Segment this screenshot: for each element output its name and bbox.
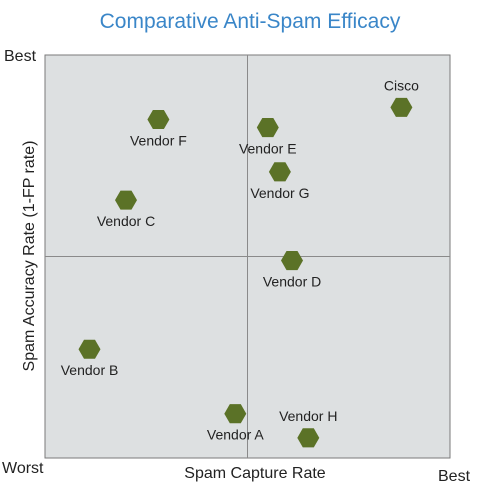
data-point-label: Vendor H bbox=[279, 408, 337, 424]
data-point-label: Vendor E bbox=[239, 141, 297, 157]
data-points: Cisco Vendor F Vendor E Vendor G Vendor C Ven… bbox=[61, 77, 419, 448]
data-point-marker bbox=[268, 162, 291, 182]
data-point-label: Vendor B bbox=[61, 362, 119, 378]
data-point-marker bbox=[224, 404, 247, 424]
y-axis-low-label: Worst bbox=[2, 460, 44, 477]
x-axis-high-label: Best bbox=[438, 468, 471, 485]
data-point-marker bbox=[281, 251, 303, 271]
y-axis-high-label: Best bbox=[4, 48, 37, 65]
data-point-marker bbox=[256, 118, 279, 138]
data-point-label: Vendor A bbox=[207, 427, 264, 443]
chart-title: Comparative Anti-Spam Efficacy bbox=[100, 10, 401, 33]
x-axis-label: Spam Capture Rate bbox=[184, 465, 326, 482]
y-axis-label: Spam Accuracy Rate (1-FP rate) bbox=[21, 141, 38, 372]
data-point-label: Cisco bbox=[384, 77, 419, 93]
data-point-label: Vendor F bbox=[130, 132, 187, 148]
data-point-marker bbox=[78, 339, 101, 359]
data-point-marker bbox=[115, 190, 137, 210]
data-point-label: Vendor G bbox=[250, 185, 309, 201]
data-point-label: Vendor D bbox=[263, 274, 321, 290]
data-point-label: Vendor C bbox=[97, 213, 155, 229]
data-point-marker bbox=[390, 97, 413, 117]
data-point-marker bbox=[147, 110, 170, 129]
data-point-marker bbox=[297, 428, 320, 448]
